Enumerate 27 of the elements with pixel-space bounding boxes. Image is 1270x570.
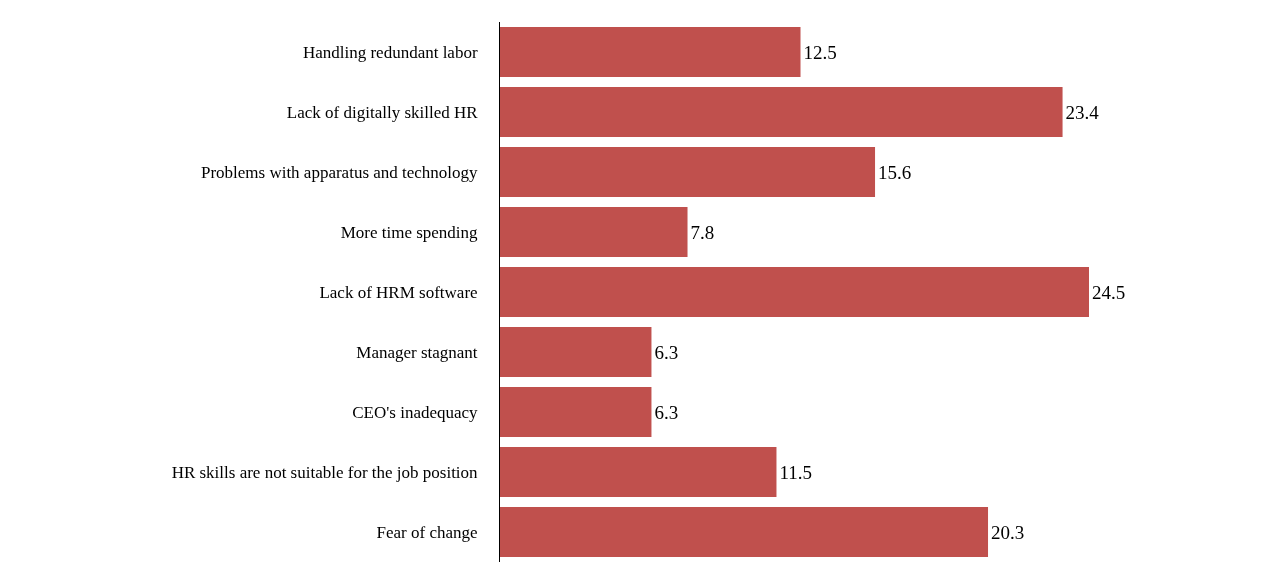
y-tick-label: Handling redundant labor bbox=[302, 42, 478, 62]
y-tick-label: HR skills are not suitable for the job position bbox=[171, 462, 479, 482]
data-label: 24.5 bbox=[1092, 281, 1126, 303]
y-tick-label: Lack of HRM software bbox=[319, 282, 478, 302]
data-label: 15.6 bbox=[878, 161, 912, 183]
y-tick-label: Problems with apparatus and technology bbox=[200, 162, 479, 182]
bar bbox=[500, 267, 1089, 317]
data-label: 12.5 bbox=[803, 41, 837, 63]
y-tick-label: Fear of change bbox=[376, 522, 478, 542]
data-label: 20.3 bbox=[991, 521, 1025, 543]
bar bbox=[500, 387, 652, 437]
data-label: 23.4 bbox=[1065, 101, 1100, 123]
data-label: 6.3 bbox=[654, 401, 679, 423]
data-label: 6.3 bbox=[654, 341, 679, 363]
bar bbox=[500, 327, 652, 377]
y-tick-label: CEO's inadequacy bbox=[352, 402, 479, 422]
data-label: 11.5 bbox=[779, 461, 813, 483]
bar bbox=[500, 447, 777, 497]
bar bbox=[500, 87, 1063, 137]
bar bbox=[500, 147, 876, 197]
y-tick-label: More time spending bbox=[340, 222, 479, 242]
data-label: 7.8 bbox=[690, 221, 715, 243]
y-tick-label: Manager stagnant bbox=[356, 342, 478, 362]
y-tick-label: Lack of digitally skilled HR bbox=[286, 102, 479, 122]
bar bbox=[500, 27, 801, 77]
bar bbox=[500, 207, 688, 257]
bar bbox=[500, 507, 989, 557]
